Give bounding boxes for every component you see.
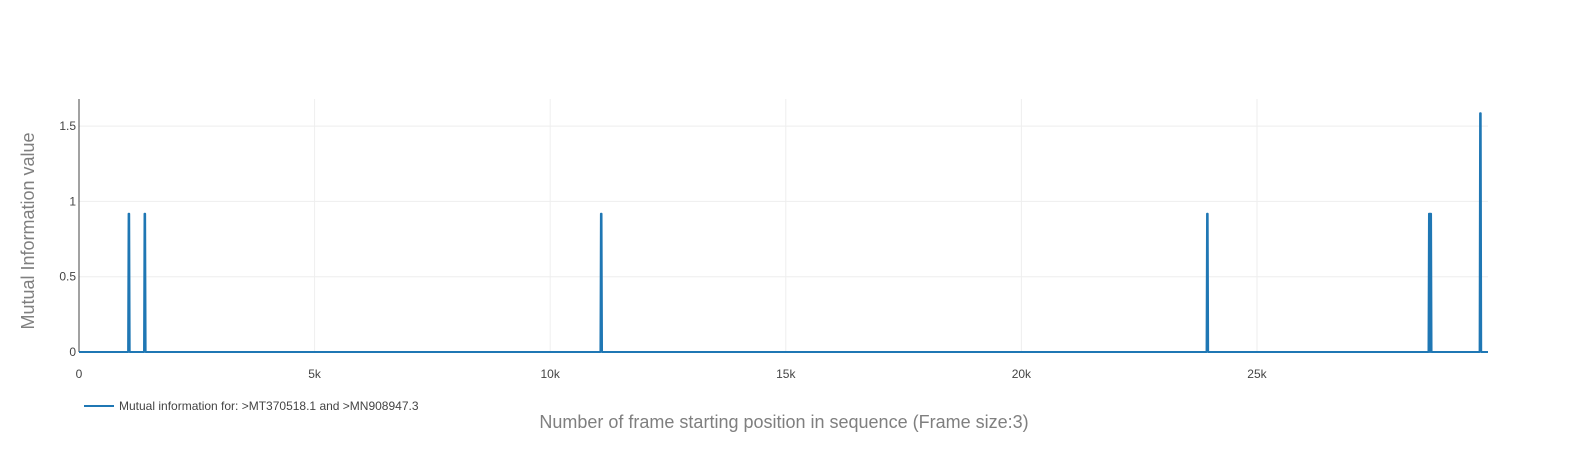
- y-tick-label: 0: [69, 345, 76, 359]
- x-tick-label: 20k: [1012, 367, 1032, 381]
- y-tick-label: 0.5: [59, 270, 76, 284]
- x-axis-tick-labels: 0 5k 10k 15k 20k 25k: [76, 367, 1268, 381]
- data-series: [79, 112, 1488, 353]
- grid-lines: [79, 99, 1488, 352]
- x-tick-label: 25k: [1247, 367, 1267, 381]
- legend[interactable]: Mutual information for: >MT370518.1 and …: [84, 399, 419, 413]
- y-tick-label: 1.5: [59, 119, 76, 133]
- x-tick-label: 10k: [541, 367, 561, 381]
- x-tick-label: 5k: [308, 367, 322, 381]
- x-axis-title: Number of frame starting position in seq…: [539, 412, 1028, 432]
- legend-label: Mutual information for: >MT370518.1 and …: [119, 399, 419, 413]
- x-tick-label: 0: [76, 367, 83, 381]
- y-axis-title: Mutual Information value: [18, 132, 38, 329]
- x-tick-label: 15k: [776, 367, 796, 381]
- series-line: [79, 112, 1488, 353]
- y-tick-label: 1: [69, 194, 76, 208]
- y-axis-tick-labels: 0 0.5 1 1.5: [59, 119, 76, 359]
